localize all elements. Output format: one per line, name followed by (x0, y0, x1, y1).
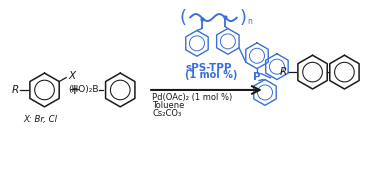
Text: sPS-TPP: sPS-TPP (185, 63, 231, 73)
Text: (HO)₂B: (HO)₂B (68, 85, 98, 94)
Text: Cs₂CO₃: Cs₂CO₃ (152, 109, 181, 118)
Text: +: + (69, 83, 80, 97)
Text: Pd(OAc)₂ (1 mol %): Pd(OAc)₂ (1 mol %) (152, 93, 232, 102)
Text: n: n (247, 17, 252, 26)
Text: R: R (11, 85, 19, 95)
Text: (1 mol %): (1 mol %) (185, 70, 237, 80)
Text: X: Br, Cl: X: Br, Cl (23, 115, 57, 124)
Text: P: P (253, 72, 261, 82)
Text: (: ( (180, 9, 186, 26)
Text: Toluene: Toluene (152, 101, 184, 110)
Text: ): ) (239, 9, 246, 26)
Text: R: R (279, 67, 287, 77)
Text: X: X (68, 71, 75, 81)
